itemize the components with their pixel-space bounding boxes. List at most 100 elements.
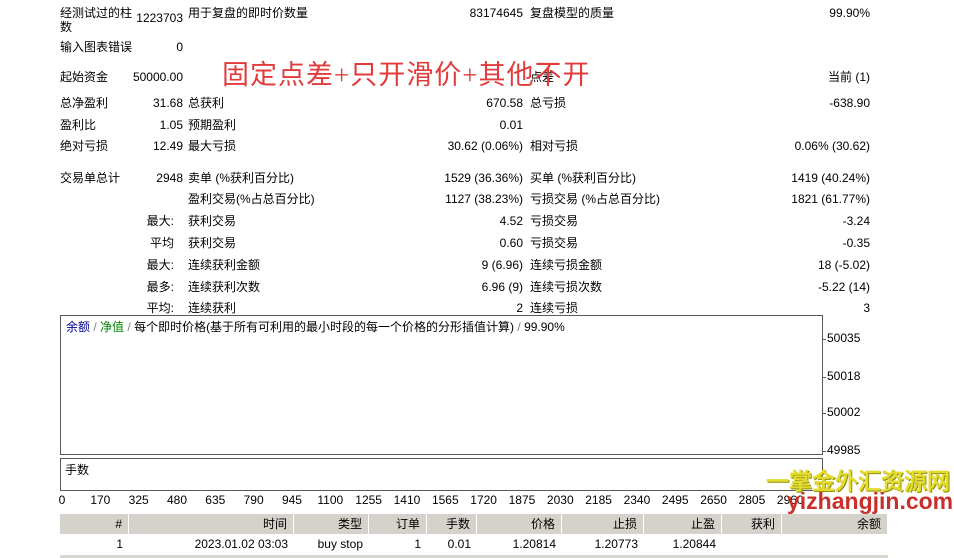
lots-strip	[60, 458, 823, 491]
x-axis-label: 325	[128, 493, 149, 507]
stat-value: 0.60	[499, 236, 523, 250]
table-header-order: 订单	[369, 514, 427, 534]
stat-label: 获利交易	[188, 214, 237, 228]
table-cell-num: 1	[60, 535, 129, 554]
table-header-time: 时间	[129, 514, 294, 534]
stat-label: 连续获利金额	[188, 258, 261, 272]
stat-label: 最大亏损	[188, 139, 237, 153]
stat-value: 2948	[156, 171, 183, 185]
stat-value: 1821 (61.77%)	[791, 192, 870, 206]
stat-value: 9 (6.96)	[481, 258, 523, 272]
stat-label: 盈利交易(%占总百分比)	[188, 192, 315, 206]
stat-label: 输入图表错误	[60, 40, 133, 54]
table-cell-tp: 1.20844	[644, 535, 722, 554]
stat-value: 50000.00	[132, 70, 183, 84]
stat-label: 预期盈利	[188, 118, 237, 132]
stat-label: 绝对亏损	[60, 139, 109, 153]
x-axis-label: 1720	[470, 493, 497, 507]
table-cell-time: 2023.01.02 03:03	[129, 535, 294, 554]
watermark-url: yizhangjin.com	[787, 488, 954, 514]
x-axis-label: 2185	[585, 493, 612, 507]
stat-label: 总净盈利	[60, 96, 109, 110]
stat-label: 平均:	[146, 301, 174, 315]
stat-value: 0.06% (30.62)	[794, 139, 870, 153]
stat-label: 复盘模型的质量	[530, 6, 615, 20]
x-axis-label: 170	[90, 493, 111, 507]
y-axis-tick	[822, 413, 826, 414]
stat-value: 1127 (38.23%)	[445, 192, 523, 206]
y-axis-label: 50035	[827, 331, 861, 345]
stat-label: 点差	[530, 70, 555, 84]
legend-description: 每个即时价格(基于所有可利用的最小时段的每一个价格的分形插值计算)	[134, 320, 515, 334]
x-axis-label: 1255	[355, 493, 382, 507]
y-axis-label: 50018	[827, 369, 861, 384]
y-axis-label: 50002	[827, 404, 861, 419]
stat-label: 连续亏损金额	[530, 258, 603, 272]
stat-label: 亏损交易	[530, 236, 579, 250]
stat-label: 最大:	[146, 214, 174, 228]
stat-label: 平均	[149, 236, 174, 250]
table-cell-type: buy stop	[294, 535, 369, 554]
table-header-balance: 余额	[782, 514, 888, 534]
table-cell-price: 1.20814	[477, 535, 562, 554]
legend-separator: /	[514, 320, 525, 334]
stat-label: 连续亏损次数	[530, 280, 603, 294]
y-axis-label: 49985	[827, 443, 861, 457]
legend-separator: /	[90, 320, 101, 334]
stat-label: 买单 (%获利百分比)	[530, 171, 636, 185]
stat-label: 用于复盘的即时价数量	[188, 6, 309, 20]
x-axis-label: 945	[281, 493, 302, 507]
legend-quality: 99.90%	[524, 320, 565, 334]
stat-value: 6.96 (9)	[481, 280, 523, 294]
stat-label: 连续亏损	[530, 301, 579, 315]
stat-value: 1419 (40.24%)	[791, 171, 870, 185]
table-header-tp: 止盈	[644, 514, 722, 534]
x-axis-label: 1565	[431, 493, 459, 507]
stat-value: 83174645	[469, 6, 523, 20]
stat-value: 4.52	[499, 214, 523, 228]
trades-table-next-row-clipped	[60, 555, 888, 558]
stat-label: 获利交易	[188, 236, 237, 250]
stat-value: 0.01	[499, 118, 523, 132]
annotation-title: 固定点差+只开滑价+其他不开	[222, 60, 591, 90]
stat-label: 最多:	[146, 280, 174, 294]
stat-value: -638.90	[829, 96, 870, 110]
legend-balance: 余额	[66, 320, 91, 334]
table-cell-profit	[722, 535, 782, 554]
table-cell-balance	[782, 535, 888, 554]
stat-value: 12.49	[152, 139, 183, 153]
stat-label: 相对亏损	[530, 139, 579, 153]
stat-value: -0.35	[842, 236, 870, 250]
x-axis-label: 2340	[623, 493, 651, 507]
x-axis-label: 2495	[661, 493, 689, 507]
legend-separator: /	[124, 320, 135, 334]
x-axis-label: 790	[243, 493, 264, 507]
stat-value: 0	[176, 40, 183, 54]
x-axis-label: 1100	[317, 493, 344, 507]
stat-label: 连续获利次数	[188, 280, 261, 294]
y-axis-tick	[822, 339, 826, 340]
stat-value: 1223703	[136, 11, 183, 25]
stat-value: 670.58	[486, 96, 523, 110]
x-axis-label: 2030	[546, 493, 574, 507]
stat-label: 卖单 (%获利百分比)	[188, 171, 294, 185]
x-axis-label: 2960	[776, 493, 804, 507]
table-header-sl: 止损	[562, 514, 644, 534]
watermark-cn: 一掌金外汇资源网	[766, 468, 950, 494]
table-header-price: 价格	[477, 514, 562, 534]
stat-label: 最大:	[146, 258, 174, 272]
x-axis-label: 1875	[508, 493, 536, 507]
table-header-lots: 手数	[427, 514, 477, 534]
x-axis-label: 0	[58, 493, 66, 507]
stat-value: 当前 (1)	[827, 70, 870, 84]
legend-equity: 净值	[100, 320, 125, 334]
x-axis-label: 480	[166, 493, 187, 507]
x-axis-label: 2805	[738, 493, 766, 507]
lots-label: 手数	[65, 463, 90, 477]
stat-value: 3	[863, 301, 870, 315]
stat-label: 亏损交易	[530, 214, 579, 228]
stat-label: 总亏损	[530, 96, 567, 110]
table-header-num: #	[60, 514, 129, 534]
x-axis-label: 2650	[700, 493, 727, 507]
